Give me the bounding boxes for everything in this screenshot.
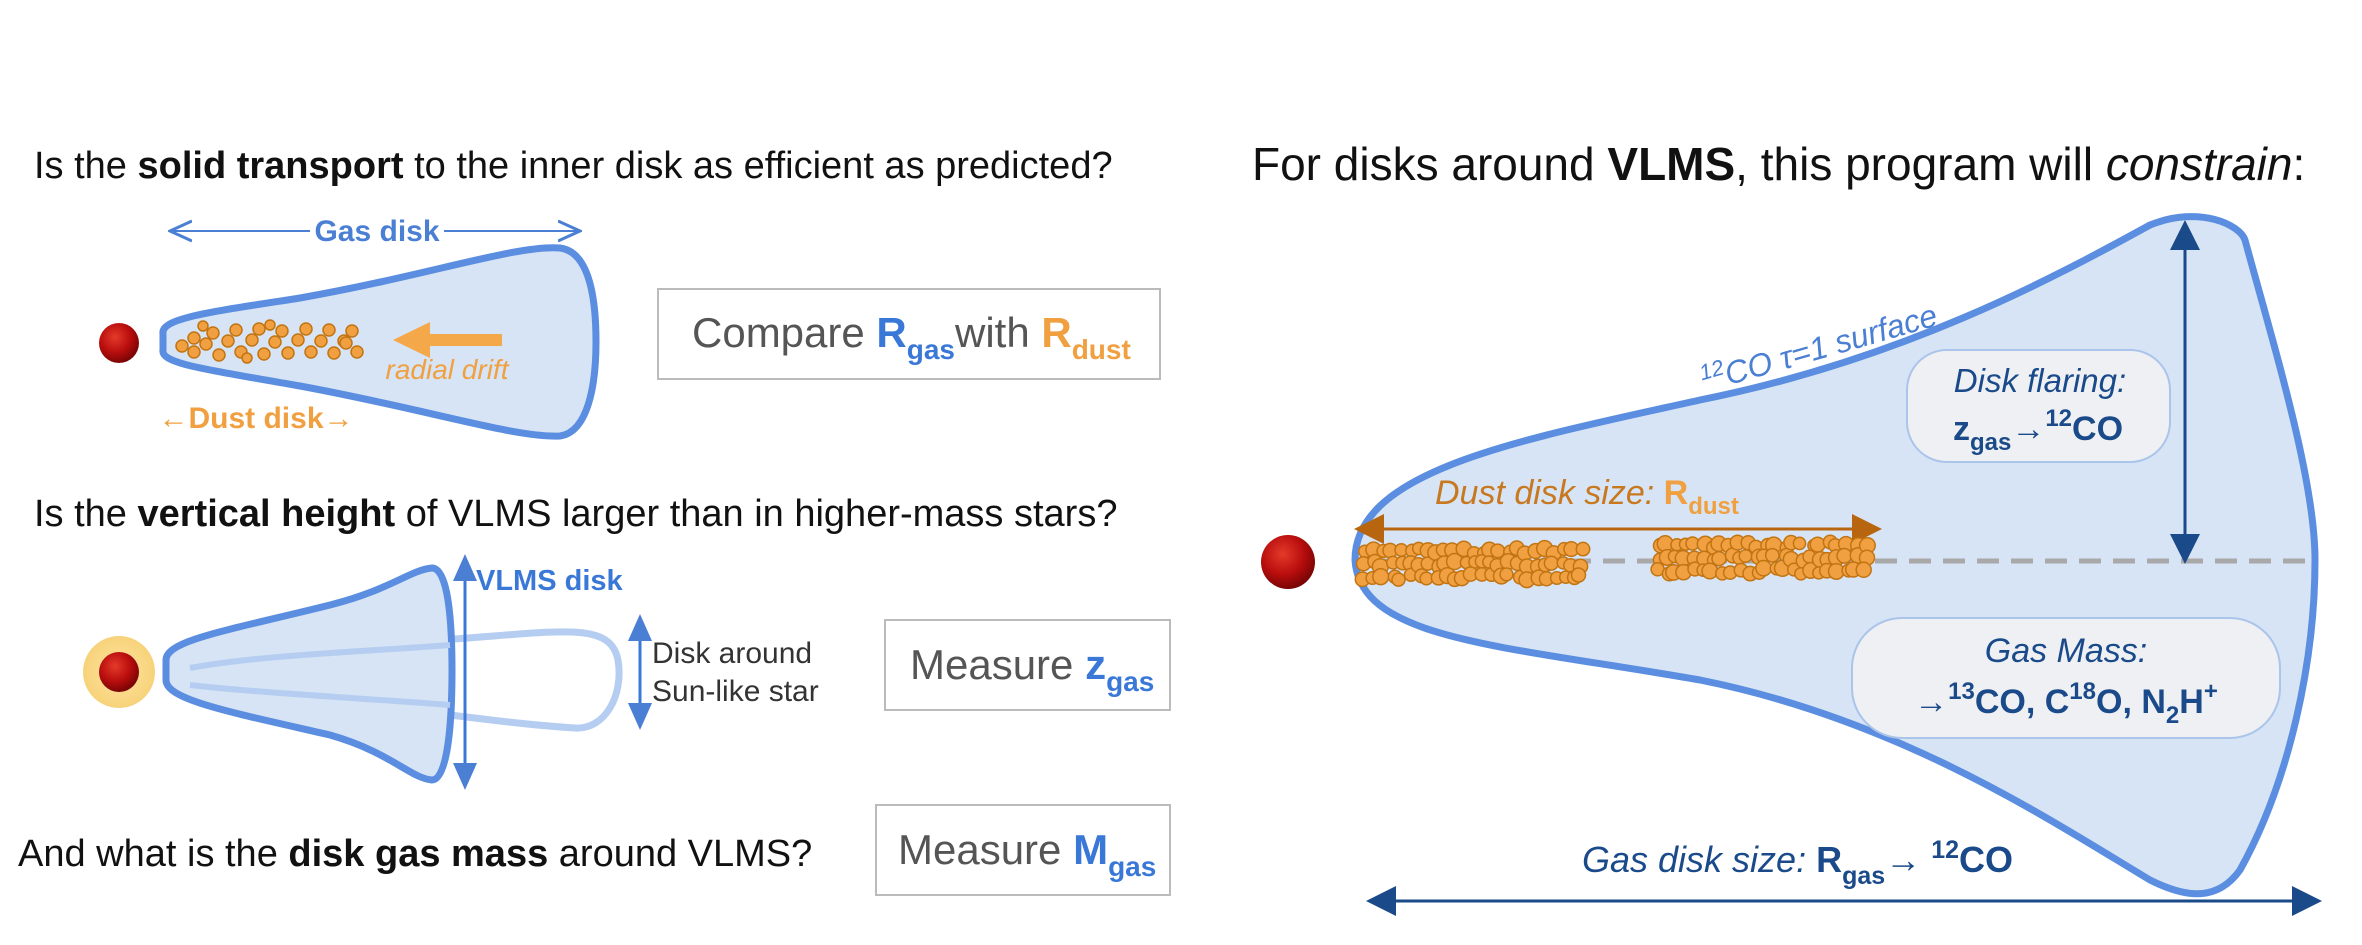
question-3: And what is the disk gas mass around VLM… [18,833,812,875]
height-diagram: VLMS disk Disk around Sun-like star [83,554,819,790]
star-2 [99,652,139,692]
dust-grain [1391,572,1406,587]
vlms-disk-label: VLMS disk [476,565,624,597]
dust-grain [1543,555,1559,571]
right-title: For disks around VLMS, this program will… [1252,138,2305,190]
radial-drift-arrow [393,322,502,358]
gas-disk-size-label: Gas disk size: Rgas→ 12CO [1582,836,2013,890]
dust-grain [1792,536,1807,551]
dust-grain [1764,547,1780,563]
dust-grain [1711,550,1727,567]
svg-text:Measure Mgas: Measure Mgas [898,826,1156,882]
gas-mass-box: Gas Mass: →13CO, C18O, N2H+ [1851,617,2281,739]
svg-text:Gas Mass:: Gas Mass: [1985,632,2147,670]
vlms-disk [162,564,456,784]
dust-grain [1499,567,1514,582]
sun-like-label-line-2: Sun-like star [652,675,819,708]
transport-diagram: Gas disk [99,215,600,440]
gas-disk-label: Gas disk [314,215,439,248]
dust-grain [1855,561,1872,579]
question-2: Is the vertical height of VLMS larger th… [34,493,1117,535]
dust-ring-inner [1354,539,1591,589]
sun-like-disk-overlay-2 [189,682,451,708]
radial-drift-label: radial drift [386,354,510,385]
dust-disk-label: ←Dust disk→ [158,402,353,435]
disk-flaring-box: Disk flaring: zgas→12CO [1906,349,2171,463]
dust-grain [1575,541,1591,557]
compare-box: Compare Rgaswith Rdust [657,288,1161,380]
question-1: Is the solid transport to the inner disk… [34,145,1113,187]
svg-text:→13CO, C18O, N2H+: →13CO, C18O, N2H+ [1914,678,2218,729]
svg-text:Measure zgas: Measure zgas [910,641,1154,697]
dust-grain [1701,562,1719,580]
dust-grain [1755,559,1773,577]
dust-grain [1372,568,1390,586]
dust-grain [1809,536,1826,553]
sun-like-label-line-1: Disk around [652,637,812,670]
star-3 [1261,535,1315,589]
svg-text:zgas→12CO: zgas→12CO [1953,405,2123,456]
dust-grain [1570,567,1587,583]
dust-grain [1738,548,1753,564]
small-gas-disk [159,244,600,440]
measure-z-box: Measure zgas [884,619,1171,711]
dust-grains-small [175,319,364,364]
svg-text:Disk flaring:: Disk flaring: [1954,362,2126,399]
dust-grain [1836,547,1853,564]
measure-m-box: Measure Mgas [875,804,1171,896]
svg-text:Compare Rgaswith Rdust: Compare Rgaswith Rdust [692,309,1131,365]
dust-ring-outer [1650,534,1876,582]
sun-like-disk-overlay [189,642,451,671]
star-1 [99,323,139,363]
